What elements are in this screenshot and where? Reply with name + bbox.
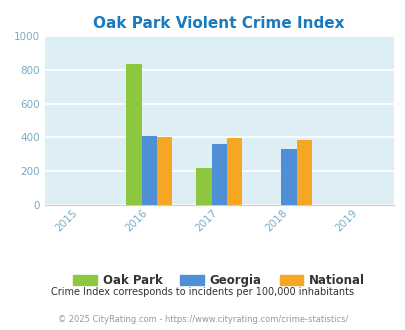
Bar xyxy=(281,149,296,205)
Text: © 2025 CityRating.com - https://www.cityrating.com/crime-statistics/: © 2025 CityRating.com - https://www.city… xyxy=(58,315,347,324)
Bar xyxy=(126,64,141,205)
Bar xyxy=(141,136,157,205)
Bar xyxy=(196,168,211,205)
Bar xyxy=(157,137,172,205)
Bar xyxy=(296,140,311,205)
Text: Crime Index corresponds to incidents per 100,000 inhabitants: Crime Index corresponds to incidents per… xyxy=(51,287,354,297)
Bar xyxy=(211,144,226,205)
Bar xyxy=(226,138,242,205)
Legend: Oak Park, Georgia, National: Oak Park, Georgia, National xyxy=(68,269,369,292)
Title: Oak Park Violent Crime Index: Oak Park Violent Crime Index xyxy=(93,16,344,31)
